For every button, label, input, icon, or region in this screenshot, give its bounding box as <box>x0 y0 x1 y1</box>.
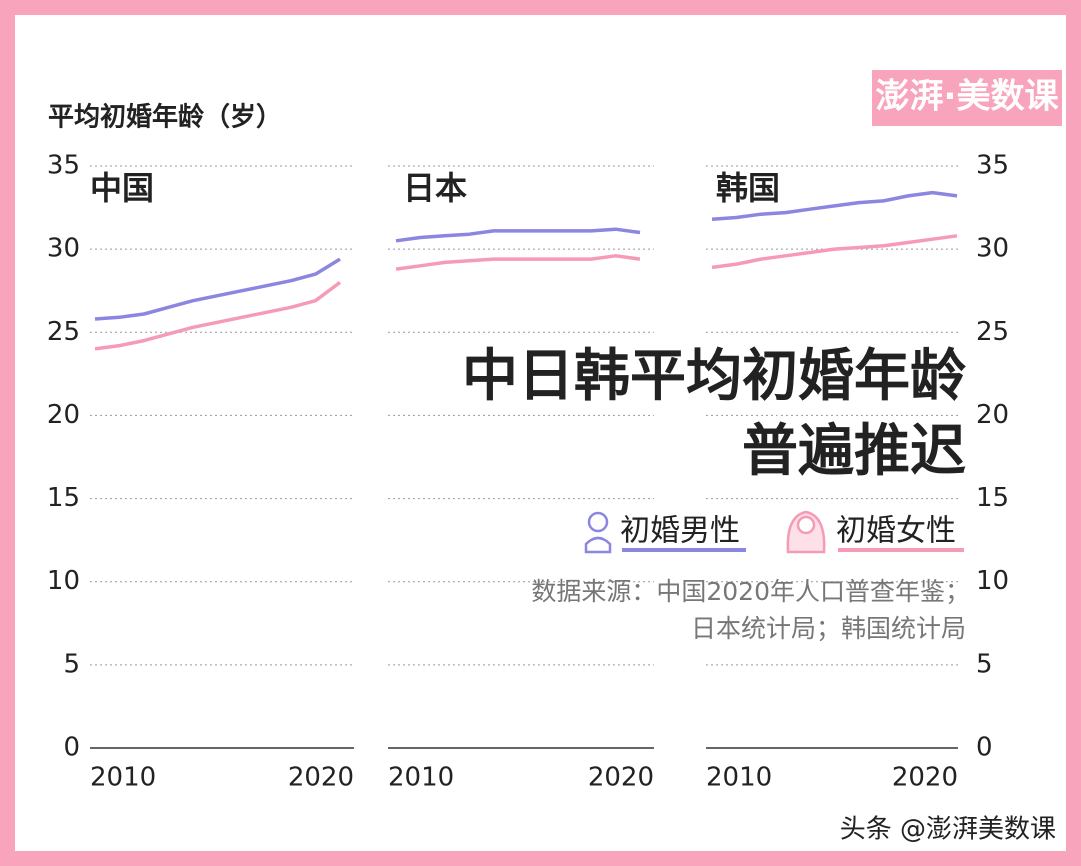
logo-box <box>872 70 1062 126</box>
watermark: 头条 @澎湃美数课 <box>840 815 1056 845</box>
y-tick-label: 15 <box>47 483 80 513</box>
title: 普遍推迟 <box>742 419 966 484</box>
legend-icon-female <box>786 510 826 554</box>
y-axis-label: 平均初婚年龄（岁） <box>48 102 282 133</box>
legend-icon-male <box>584 511 612 554</box>
plots: 0 5 10 15 20 25 30 35 2010 2020 中国 2010 2020 日本 0 5 10 15… <box>47 151 1009 793</box>
x-tick-label: 2010 <box>90 763 156 793</box>
y-tick-label: 35 <box>976 151 1009 181</box>
panel-title: 日本 <box>403 169 467 207</box>
y-tick-label: 15 <box>976 483 1009 513</box>
source: 日本统计局；韩国统计局 <box>691 614 966 643</box>
x-tick-label: 2010 <box>706 763 772 793</box>
line <box>94 257 341 321</box>
y-tick-label: 25 <box>47 317 80 347</box>
y-tick-label: 20 <box>976 400 1009 430</box>
y-tick-label: 35 <box>47 151 80 181</box>
line <box>395 227 641 243</box>
x-tick-label: 2010 <box>388 763 454 793</box>
y-tick-label: 5 <box>976 649 993 679</box>
line <box>395 254 641 271</box>
y-tick-label: 0 <box>63 733 80 763</box>
y-tick-label: 0 <box>976 733 993 763</box>
x-tick-label: 2020 <box>288 763 354 793</box>
logo: 澎湃·美数课 <box>876 77 1060 117</box>
canvas <box>15 15 1066 851</box>
y-tick-label: 25 <box>976 317 1009 347</box>
y-tick-label: 10 <box>47 566 80 596</box>
x-tick-label: 2020 <box>892 763 958 793</box>
legend-label: 初婚男性 <box>620 514 740 549</box>
y-tick-label: 30 <box>47 234 80 264</box>
y-tick-label: 10 <box>976 566 1009 596</box>
y-tick-label: 20 <box>47 400 80 430</box>
legend-label: 初婚女性 <box>836 514 956 549</box>
panel-title: 韩国 <box>716 169 780 207</box>
line <box>711 234 958 270</box>
source: 数据来源：中国2020年人口普查年鉴； <box>531 577 970 606</box>
title: 中日韩平均初婚年龄 <box>462 344 966 409</box>
y-tick-label: 5 <box>63 649 80 679</box>
x-tick-label: 2020 <box>588 763 654 793</box>
y-tick-label: 30 <box>976 234 1009 264</box>
panel-title: 中国 <box>90 169 154 207</box>
line <box>711 190 958 221</box>
line <box>94 280 342 351</box>
